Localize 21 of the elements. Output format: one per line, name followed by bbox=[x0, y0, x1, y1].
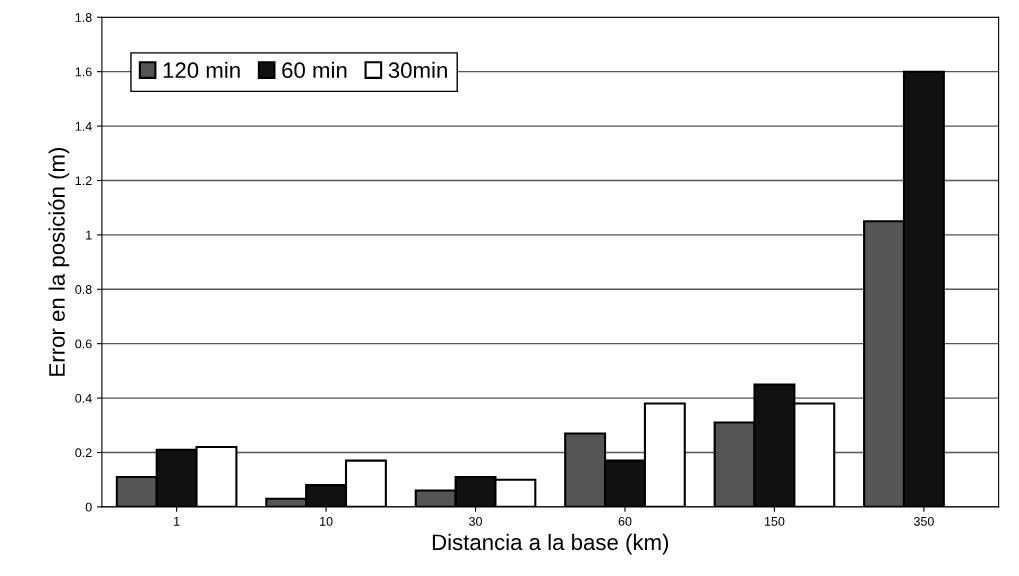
x-tick-label: 350 bbox=[913, 516, 934, 526]
x-tick-label: 150 bbox=[764, 516, 785, 526]
x-tick-label: 1 bbox=[174, 517, 180, 526]
y-axis-title: Error en la posición (m) bbox=[48, 147, 70, 376]
y-tick-label: 0 bbox=[85, 502, 92, 512]
y-tick-label: 1.8 bbox=[75, 13, 92, 22]
y-tick-label: 1.4 bbox=[75, 122, 92, 131]
y-tick-label: 0.4 bbox=[75, 393, 92, 403]
x-tick-label: 10 bbox=[320, 516, 333, 526]
x-tick-label: 60 bbox=[618, 516, 632, 526]
x-axis-title: Distancia a la base (km) bbox=[432, 533, 669, 555]
legend-label: 30min bbox=[388, 61, 447, 79]
y-tick-label: 1.6 bbox=[75, 67, 92, 77]
x-tick-label: 30 bbox=[469, 516, 482, 526]
y-tick-label: 0.8 bbox=[75, 285, 92, 294]
y-tick-label: 0.6 bbox=[75, 339, 92, 349]
legend-label: 120 min bbox=[163, 61, 240, 79]
y-tick-label: 1.2 bbox=[75, 176, 92, 186]
y-tick-label: 0.2 bbox=[75, 448, 92, 458]
legend-label: 60 min bbox=[282, 61, 347, 79]
y-tick-label: 1 bbox=[86, 230, 92, 240]
